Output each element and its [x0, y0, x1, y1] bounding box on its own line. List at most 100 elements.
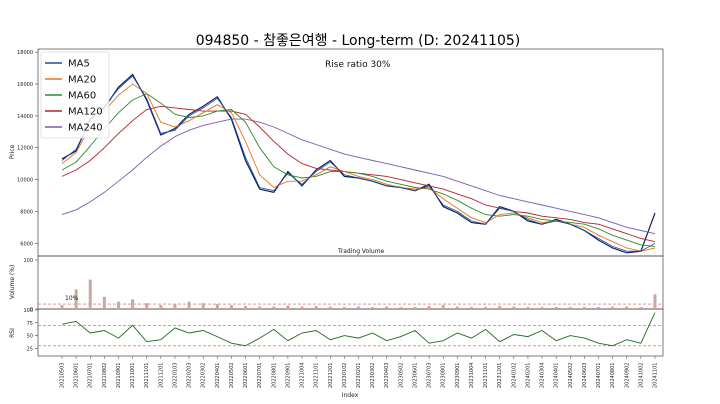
x-tick-label: 20220401: [215, 363, 221, 388]
volume-bar: [229, 305, 233, 309]
x-tick-label: 20231101: [483, 363, 489, 388]
legend-box: [40, 51, 110, 139]
price-tick-label: 8000: [20, 209, 33, 215]
volume-bar: [60, 305, 64, 309]
volume-bar: [187, 301, 191, 309]
price-panel: 6000 8000 10000 12000 14000 16000 18000: [17, 50, 656, 254]
x-tick-label: 20210802: [102, 363, 108, 388]
x-tick-label: 20210601: [74, 363, 80, 388]
volume-bar: [568, 307, 572, 309]
legend-entry: MA5: [68, 59, 90, 70]
volume-bar: [244, 306, 248, 309]
rsi-tick-label: 50: [27, 334, 33, 340]
x-tick-label: 20231004: [469, 363, 475, 388]
price-tick-label: 6000: [20, 241, 33, 247]
rsi-line: [61, 312, 656, 347]
legend-entry: MA60: [68, 91, 96, 102]
volume-bar: [653, 294, 657, 309]
rsi-panel-frame: [37, 308, 664, 357]
volume-marker-label: 10%: [65, 295, 79, 302]
ma240-line: [61, 118, 656, 235]
x-tick-label: 20230801: [441, 363, 447, 388]
volume-bar: [258, 306, 262, 309]
x-tick-label: 20231201: [497, 363, 503, 388]
volume-bar: [102, 296, 106, 309]
volume-bar: [427, 306, 431, 309]
volume-bar: [215, 304, 219, 309]
price-tick-label: 16000: [17, 82, 33, 88]
volume-bar: [328, 306, 332, 309]
volume-bar: [74, 289, 78, 309]
x-tick-label: 20240102: [511, 363, 517, 388]
ma120-line: [61, 105, 656, 243]
volume-bar: [201, 303, 205, 309]
x-tick-label: 20240801: [610, 363, 616, 388]
x-tick-label: 20210901: [116, 363, 122, 388]
volume-bar: [342, 307, 346, 309]
volume-bar: [314, 306, 318, 309]
volume-panel-title: Trading Volume: [337, 248, 385, 255]
x-tick-label: 20240603: [582, 363, 588, 388]
volume-bar: [385, 306, 389, 309]
x-tick-label: 20241002: [638, 363, 644, 388]
volume-bar: [357, 306, 360, 309]
volume-bar: [498, 306, 502, 309]
volume-bar: [582, 307, 586, 309]
x-tick-label: 20240401: [554, 363, 560, 388]
volume-bar: [286, 305, 290, 309]
x-tick-label: 20230901: [455, 363, 461, 388]
volume-bar: [371, 307, 375, 309]
rise-ratio-annotation: Rise ratio 30%: [325, 60, 391, 70]
x-tick-label: 20230601: [412, 363, 418, 388]
volume-tick-label: 0: [30, 307, 33, 313]
x-tick-label: 20211001: [130, 363, 136, 388]
x-tick-label: 20211101: [144, 363, 150, 388]
volume-bar: [540, 307, 544, 309]
volume-bar: [441, 305, 445, 309]
x-tick-label: 20241101: [653, 363, 659, 388]
x-tick-label: 20240304: [540, 363, 546, 388]
x-tick-label: 20210503: [60, 363, 66, 388]
x-tick-label: 20240902: [624, 363, 630, 388]
x-tick-label: 20230102: [342, 363, 348, 388]
price-tick-label: 12000: [17, 146, 33, 152]
legend-entry: MA240: [68, 123, 103, 134]
rsi-tick-label: 25: [27, 346, 33, 352]
x-axis: 20210503 20210601 20210701 20210802 20210901…: [60, 356, 659, 388]
x-tick-label: 20221201: [328, 363, 334, 388]
volume-bar: [116, 301, 120, 309]
x-tick-label: 20240201: [525, 363, 531, 388]
rsi-axis-label: RSI: [9, 328, 16, 338]
volume-bar: [639, 307, 643, 309]
volume-bar: [88, 279, 92, 309]
x-tick-label: 20220103: [172, 363, 178, 388]
x-tick-label: 20220601: [243, 363, 249, 388]
x-tick-label: 20230201: [356, 363, 362, 388]
volume-bar: [413, 307, 417, 309]
legend-entry: MA120: [68, 107, 103, 118]
volume-bar: [159, 305, 163, 309]
x-axis-label: Index: [342, 392, 359, 399]
legend-entry: MA20: [68, 75, 96, 86]
volume-bar: [399, 307, 403, 309]
x-tick-label: 20230403: [384, 363, 390, 388]
ma5-line: [61, 75, 656, 252]
rsi-panel: 25 50 75 100: [23, 308, 663, 352]
x-tick-label: 20211201: [158, 363, 164, 388]
x-tick-label: 20221004: [300, 363, 306, 388]
price-axis-label: Price: [9, 144, 16, 159]
volume-bar: [455, 306, 459, 309]
x-tick-label: 20220901: [285, 363, 291, 388]
volume-bar: [173, 304, 177, 309]
x-tick-label: 20220701: [257, 363, 263, 388]
x-tick-label: 20230703: [427, 363, 433, 388]
volume-bar: [469, 307, 473, 309]
x-tick-label: 20230302: [370, 363, 376, 388]
volume-bar: [484, 307, 488, 309]
legend: MA5 MA20 MA60 MA120 MA240: [40, 51, 110, 139]
x-tick-label: 20240502: [568, 363, 574, 388]
rsi-tick-label: 75: [27, 321, 33, 327]
volume-bar: [145, 303, 149, 309]
volume-bar: [554, 307, 558, 309]
